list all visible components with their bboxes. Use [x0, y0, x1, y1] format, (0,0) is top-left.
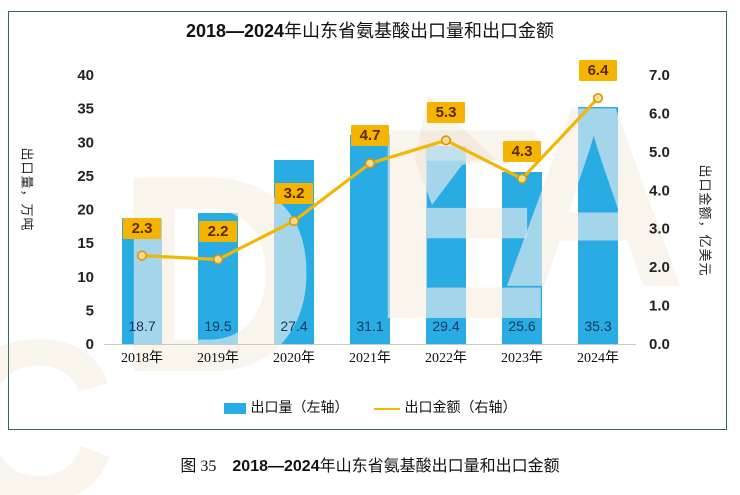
svg-text:0.0: 0.0	[649, 336, 670, 353]
svg-text:25: 25	[77, 168, 94, 185]
svg-text:5.0: 5.0	[649, 144, 670, 161]
svg-text:2.0: 2.0	[649, 259, 670, 276]
svg-text:1.0: 1.0	[649, 298, 670, 315]
svg-text:6.0: 6.0	[649, 105, 670, 122]
svg-text:35: 35	[77, 101, 94, 118]
svg-text:4.0: 4.0	[649, 182, 670, 199]
svg-text:5: 5	[86, 302, 94, 319]
svg-text:30: 30	[77, 134, 94, 151]
svg-text:7.0: 7.0	[649, 67, 670, 84]
svg-text:0: 0	[86, 336, 94, 353]
svg-text:15: 15	[77, 235, 94, 252]
svg-text:3.0: 3.0	[649, 221, 670, 238]
svg-text:40: 40	[77, 67, 94, 84]
svg-text:10: 10	[77, 269, 94, 286]
svg-text:20: 20	[77, 202, 94, 219]
